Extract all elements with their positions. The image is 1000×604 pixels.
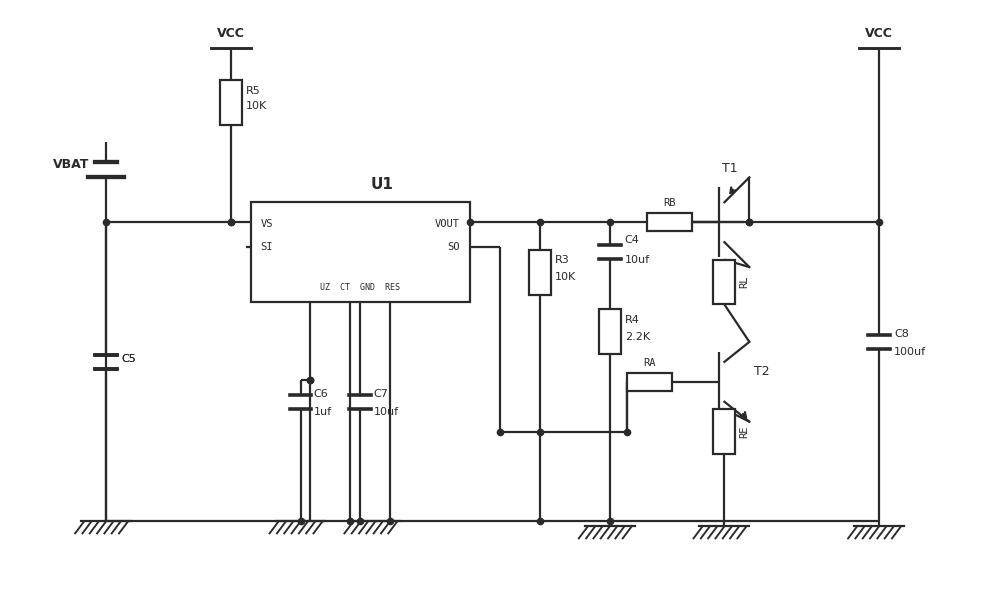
Text: T1: T1 <box>722 162 737 175</box>
Text: VBAT: VBAT <box>53 158 89 171</box>
Text: C8: C8 <box>894 329 909 339</box>
Bar <box>713 410 735 454</box>
Text: C5: C5 <box>121 354 136 364</box>
Text: R3: R3 <box>555 255 570 265</box>
Text: R4: R4 <box>625 315 640 325</box>
Text: C7: C7 <box>373 389 388 399</box>
Text: RE: RE <box>739 425 749 438</box>
Bar <box>529 249 551 295</box>
Text: 10K: 10K <box>555 272 576 282</box>
Text: 100uf: 100uf <box>894 347 926 357</box>
Text: 1uf: 1uf <box>313 406 332 417</box>
Text: T2: T2 <box>754 365 770 378</box>
Text: U1: U1 <box>371 178 394 192</box>
Text: SO: SO <box>448 242 460 252</box>
Text: 10K: 10K <box>246 100 267 111</box>
Text: RB: RB <box>663 198 676 208</box>
Text: VCC: VCC <box>865 27 893 40</box>
Bar <box>647 213 692 231</box>
Text: UZ  CT  GND  RES: UZ CT GND RES <box>320 283 400 292</box>
Text: VCC: VCC <box>217 27 245 40</box>
Text: VS: VS <box>261 219 273 229</box>
Text: VOUT: VOUT <box>435 219 460 229</box>
Text: C4: C4 <box>625 235 640 245</box>
Text: RA: RA <box>643 358 656 368</box>
Bar <box>627 373 672 391</box>
Text: C5: C5 <box>121 354 136 364</box>
Bar <box>713 260 735 304</box>
Bar <box>220 80 242 125</box>
Bar <box>599 309 621 355</box>
Text: 10uf: 10uf <box>373 406 398 417</box>
Text: SI: SI <box>261 242 273 252</box>
Text: C6: C6 <box>313 389 328 399</box>
Text: 2.2K: 2.2K <box>625 332 650 342</box>
Bar <box>251 202 470 302</box>
Text: R5: R5 <box>246 86 260 95</box>
Text: 10uf: 10uf <box>625 255 650 265</box>
Text: RL: RL <box>739 276 749 288</box>
